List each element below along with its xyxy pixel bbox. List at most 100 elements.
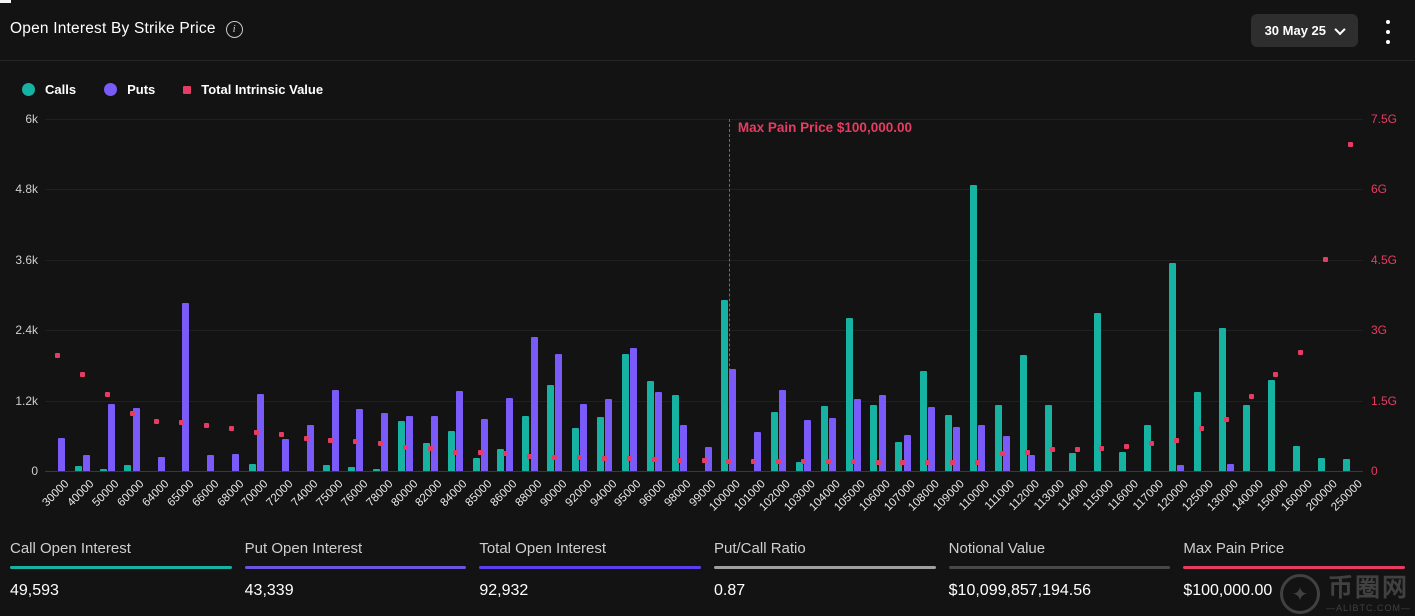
legend-item-intrinsic[interactable]: Total Intrinsic Value bbox=[183, 82, 323, 97]
puts-bar[interactable] bbox=[256, 393, 264, 471]
intrinsic-value-marker[interactable] bbox=[1049, 446, 1055, 452]
puts-bar[interactable] bbox=[306, 424, 314, 471]
intrinsic-value-marker[interactable] bbox=[303, 435, 309, 441]
intrinsic-value-marker[interactable] bbox=[1074, 447, 1080, 453]
intrinsic-value-marker[interactable] bbox=[328, 437, 334, 443]
puts-bar[interactable] bbox=[679, 425, 687, 471]
calls-bar[interactable] bbox=[1243, 404, 1251, 471]
calls-bar[interactable] bbox=[1342, 459, 1350, 471]
puts-bar[interactable] bbox=[406, 416, 414, 471]
intrinsic-value-marker[interactable] bbox=[726, 458, 732, 464]
intrinsic-value-marker[interactable] bbox=[1198, 425, 1204, 431]
calls-bar[interactable] bbox=[1094, 312, 1102, 471]
puts-bar[interactable] bbox=[132, 408, 140, 471]
intrinsic-value-marker[interactable] bbox=[850, 459, 856, 465]
calls-bar[interactable] bbox=[547, 384, 555, 471]
intrinsic-value-marker[interactable] bbox=[701, 457, 707, 463]
puts-bar[interactable] bbox=[58, 438, 66, 471]
intrinsic-value-marker[interactable] bbox=[577, 455, 583, 461]
puts-bar[interactable] bbox=[779, 390, 787, 471]
calls-bar[interactable] bbox=[1218, 327, 1226, 471]
calls-bar[interactable] bbox=[771, 412, 778, 471]
intrinsic-value-marker[interactable] bbox=[602, 455, 608, 461]
puts-bar[interactable] bbox=[605, 399, 613, 471]
intrinsic-value-marker[interactable] bbox=[800, 459, 806, 465]
intrinsic-value-marker[interactable] bbox=[477, 450, 483, 456]
intrinsic-value-marker[interactable] bbox=[900, 459, 906, 465]
puts-bar[interactable] bbox=[629, 347, 637, 471]
intrinsic-value-marker[interactable] bbox=[452, 449, 458, 455]
intrinsic-value-marker[interactable] bbox=[1124, 444, 1130, 450]
intrinsic-value-marker[interactable] bbox=[129, 410, 135, 416]
intrinsic-value-marker[interactable] bbox=[154, 419, 160, 425]
intrinsic-value-marker[interactable] bbox=[229, 425, 234, 431]
intrinsic-value-marker[interactable] bbox=[950, 460, 956, 466]
expiry-date-dropdown[interactable]: 30 May 25 bbox=[1250, 14, 1358, 47]
calls-bar[interactable] bbox=[920, 371, 928, 471]
calls-bar[interactable] bbox=[124, 465, 132, 471]
puts-bar[interactable] bbox=[331, 390, 339, 471]
intrinsic-value-marker[interactable] bbox=[925, 460, 931, 466]
puts-bar[interactable] bbox=[232, 454, 240, 471]
puts-bar[interactable] bbox=[182, 303, 190, 471]
calls-bar[interactable] bbox=[397, 421, 405, 471]
calls-bar[interactable] bbox=[373, 469, 381, 471]
puts-bar[interactable] bbox=[828, 417, 836, 471]
calls-bar[interactable] bbox=[1044, 405, 1052, 471]
calls-bar[interactable] bbox=[969, 185, 977, 471]
puts-bar[interactable] bbox=[480, 418, 488, 471]
puts-bar[interactable] bbox=[157, 456, 165, 471]
calls-bar[interactable] bbox=[1069, 452, 1077, 471]
puts-bar[interactable] bbox=[580, 403, 588, 471]
intrinsic-value-marker[interactable] bbox=[54, 352, 60, 358]
intrinsic-value-marker[interactable] bbox=[676, 457, 682, 463]
calls-bar[interactable] bbox=[795, 461, 803, 471]
intrinsic-value-marker[interactable] bbox=[1348, 141, 1354, 147]
intrinsic-value-marker[interactable] bbox=[353, 439, 359, 445]
calls-bar[interactable] bbox=[870, 405, 878, 471]
puts-bar[interactable] bbox=[928, 407, 936, 471]
puts-bar[interactable] bbox=[729, 368, 737, 471]
puts-bar[interactable] bbox=[555, 353, 563, 471]
intrinsic-value-marker[interactable] bbox=[626, 456, 632, 462]
intrinsic-value-marker[interactable] bbox=[1024, 450, 1030, 456]
intrinsic-value-marker[interactable] bbox=[651, 456, 657, 462]
calls-bar[interactable] bbox=[671, 394, 679, 471]
calls-bar[interactable] bbox=[348, 467, 356, 471]
calls-bar[interactable] bbox=[472, 458, 480, 471]
puts-bar[interactable] bbox=[878, 394, 886, 471]
puts-bar[interactable] bbox=[953, 427, 961, 471]
calls-bar[interactable] bbox=[447, 430, 455, 471]
intrinsic-value-marker[interactable] bbox=[427, 446, 433, 452]
puts-bar[interactable] bbox=[978, 425, 986, 471]
intrinsic-value-marker[interactable] bbox=[825, 459, 831, 465]
intrinsic-value-marker[interactable] bbox=[776, 458, 782, 464]
intrinsic-value-marker[interactable] bbox=[999, 450, 1005, 456]
calls-bar[interactable] bbox=[646, 380, 654, 471]
puts-bar[interactable] bbox=[207, 455, 215, 471]
calls-bar[interactable] bbox=[1318, 458, 1326, 471]
puts-bar[interactable] bbox=[903, 434, 911, 471]
intrinsic-value-marker[interactable] bbox=[1223, 416, 1229, 422]
calls-bar[interactable] bbox=[945, 414, 953, 471]
calls-bar[interactable] bbox=[1168, 263, 1176, 471]
calls-bar[interactable] bbox=[74, 466, 82, 471]
kebab-menu-button[interactable] bbox=[1381, 20, 1395, 44]
puts-bar[interactable] bbox=[1003, 436, 1010, 471]
calls-bar[interactable] bbox=[1193, 392, 1201, 471]
intrinsic-value-marker[interactable] bbox=[204, 422, 210, 428]
intrinsic-value-marker[interactable] bbox=[502, 450, 508, 456]
intrinsic-value-marker[interactable] bbox=[1298, 349, 1304, 355]
puts-bar[interactable] bbox=[1177, 465, 1185, 471]
intrinsic-value-marker[interactable] bbox=[403, 444, 409, 450]
calls-bar[interactable] bbox=[1019, 354, 1027, 471]
calls-bar[interactable] bbox=[845, 317, 853, 471]
intrinsic-value-marker[interactable] bbox=[875, 459, 881, 465]
calls-bar[interactable] bbox=[572, 427, 580, 471]
puts-bar[interactable] bbox=[853, 398, 861, 471]
intrinsic-value-marker[interactable] bbox=[79, 371, 85, 377]
calls-bar[interactable] bbox=[1268, 380, 1276, 471]
calls-bar[interactable] bbox=[820, 406, 828, 471]
puts-bar[interactable] bbox=[505, 398, 513, 471]
intrinsic-value-marker[interactable] bbox=[253, 430, 259, 436]
